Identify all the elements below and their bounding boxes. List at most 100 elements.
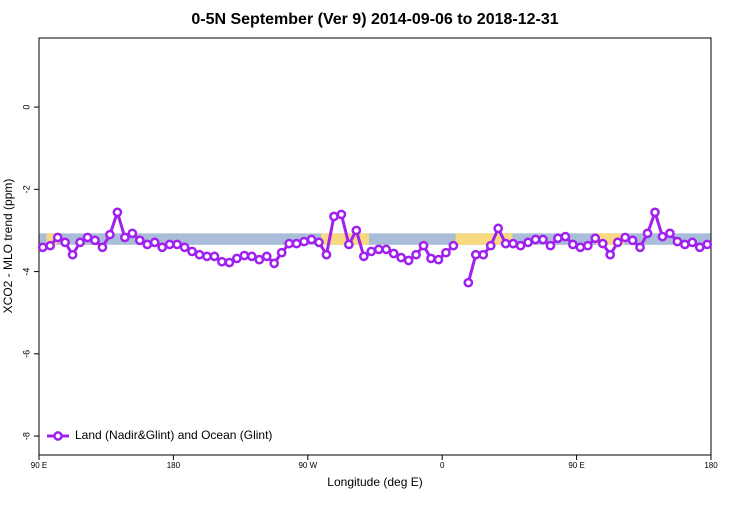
data-point: [187, 246, 197, 257]
data-point: [642, 228, 653, 239]
data-point: [306, 234, 317, 245]
data-point: [694, 242, 705, 253]
y-tick-label: 0: [21, 105, 31, 110]
data-point: [217, 256, 227, 267]
data-point: [105, 229, 115, 240]
data-point: [224, 257, 235, 268]
highlight: [46, 233, 57, 245]
data-point: [246, 251, 257, 262]
data-point: [45, 240, 56, 251]
data-point: [120, 232, 130, 243]
data-point: [418, 240, 429, 251]
data-point: [149, 237, 160, 248]
data-point: [164, 239, 175, 250]
data-point: [194, 249, 205, 260]
x-tick-label: 90 E: [31, 461, 47, 470]
data-point: [463, 277, 474, 288]
data-point: [396, 252, 406, 263]
data-point: [657, 231, 668, 242]
data-point: [433, 254, 444, 265]
data-point: [329, 211, 339, 222]
data-point: [523, 237, 533, 248]
data-point: [515, 240, 526, 251]
data-point: [627, 235, 638, 246]
data-point: [314, 237, 324, 248]
data-point: [351, 225, 362, 236]
data-point: [172, 239, 182, 250]
y-tick-label: -6: [21, 350, 31, 358]
data-point: [381, 244, 392, 255]
x-tick-label: 0: [440, 461, 445, 470]
data-point: [687, 237, 698, 248]
highlight: [321, 233, 370, 245]
data-point: [582, 240, 593, 251]
data-point: [232, 253, 242, 264]
data-point: [112, 207, 123, 218]
data-point: [612, 237, 623, 248]
y-axis-label: XCO2 - MLO trend (ppm): [1, 179, 15, 314]
legend-label: Land (Nadir&Glint) and Ocean (Glint): [75, 428, 272, 442]
data-point: [403, 255, 414, 266]
data-point: [426, 253, 436, 264]
data-point: [620, 232, 630, 243]
data-point: [276, 247, 287, 258]
data-point: [553, 233, 563, 244]
data-point: [52, 232, 63, 243]
data-point: [254, 254, 265, 265]
data-point: [478, 249, 489, 260]
data-point: [575, 242, 586, 253]
data-point: [261, 251, 272, 262]
highlight: [596, 233, 625, 245]
data-point: [597, 238, 608, 249]
data-point: [635, 242, 645, 253]
data-point: [142, 239, 153, 250]
data-point: [269, 258, 280, 269]
data-point: [60, 237, 70, 248]
data-point: [97, 242, 108, 253]
x-tick-label: 180: [704, 461, 718, 470]
data-point: [344, 239, 354, 250]
data-point: [665, 228, 675, 239]
data-point: [209, 251, 220, 262]
data-point: [67, 249, 78, 260]
data-point: [605, 249, 616, 260]
data-point: [291, 238, 302, 249]
data-point: [37, 242, 48, 253]
data-point: [500, 238, 511, 249]
data-point: [650, 207, 660, 218]
data-point: [299, 236, 309, 247]
data-point: [590, 233, 601, 244]
data-point: [284, 238, 294, 249]
reference-band: [39, 233, 711, 245]
data-point: [157, 242, 168, 253]
data-point: [568, 239, 578, 250]
data-point: [470, 249, 481, 260]
data-point: [134, 235, 145, 246]
data-point: [336, 209, 347, 220]
data-point: [672, 236, 683, 247]
data-point: [560, 231, 571, 242]
data-point: [545, 240, 556, 251]
data-point: [448, 240, 459, 251]
y-tick-label: -4: [21, 268, 31, 276]
data-point: [179, 242, 190, 253]
y-tick-label: -8: [21, 432, 31, 440]
data-point: [702, 239, 713, 250]
data-point: [508, 238, 518, 249]
data-point: [411, 249, 421, 260]
data-point: [90, 235, 100, 246]
legend-marker: [53, 431, 63, 441]
x-tick-label: 90 W: [298, 461, 317, 470]
data-point: [75, 237, 85, 248]
data-point: [321, 249, 332, 260]
data-point: [485, 240, 496, 251]
chart-title: 0-5N September (Ver 9) 2014-09-06 to 201…: [191, 11, 558, 28]
data-point: [441, 247, 451, 258]
data-point: [493, 223, 504, 234]
data-point: [388, 248, 399, 259]
highlight: [455, 233, 513, 245]
data-point: [127, 228, 138, 239]
x-tick-label: 180: [167, 461, 181, 470]
data-point: [680, 239, 690, 250]
